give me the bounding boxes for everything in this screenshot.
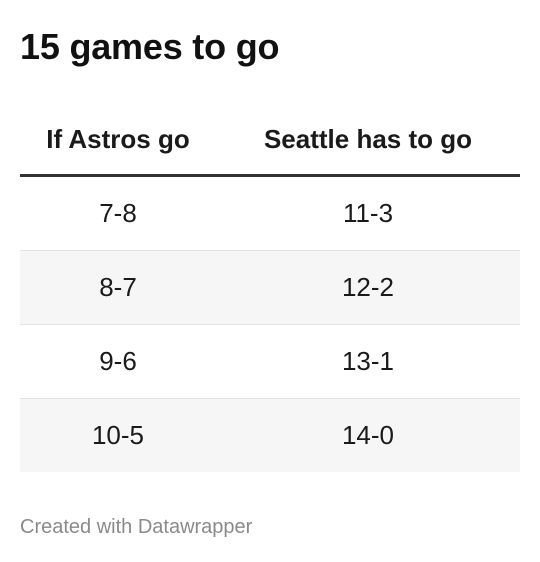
- column-header-seattle: Seattle has to go: [216, 104, 520, 177]
- table-row: 8-7 12-2: [20, 250, 520, 325]
- table-cell-astros: 7-8: [20, 175, 216, 251]
- footer-credit: Created with Datawrapper: [20, 516, 253, 538]
- table-cell-astros: 10-5: [20, 398, 216, 472]
- table-body: 7-8 11-3 8-7 12-2 9-6 13-1 10-5 14-0: [20, 175, 520, 472]
- table-row: 9-6 13-1: [20, 324, 520, 399]
- table-header-row: If Astros go Seattle has to go: [20, 104, 520, 177]
- table-cell-seattle: 13-1: [216, 324, 520, 399]
- table-cell-seattle: 11-3: [216, 175, 520, 251]
- table-row: 10-5 14-0: [20, 398, 520, 472]
- table-cell-astros: 8-7: [20, 250, 216, 325]
- column-header-astros: If Astros go: [20, 104, 216, 177]
- table-cell-seattle: 12-2: [216, 250, 520, 325]
- table-row: 7-8 11-3: [20, 175, 520, 251]
- data-table: If Astros go Seattle has to go 7-8 11-3 …: [20, 104, 520, 472]
- chart-container: 15 games to go If Astros go Seattle has …: [20, 0, 520, 472]
- chart-title: 15 games to go: [20, 26, 280, 67]
- table-cell-astros: 9-6: [20, 324, 216, 399]
- table-cell-seattle: 14-0: [216, 398, 520, 472]
